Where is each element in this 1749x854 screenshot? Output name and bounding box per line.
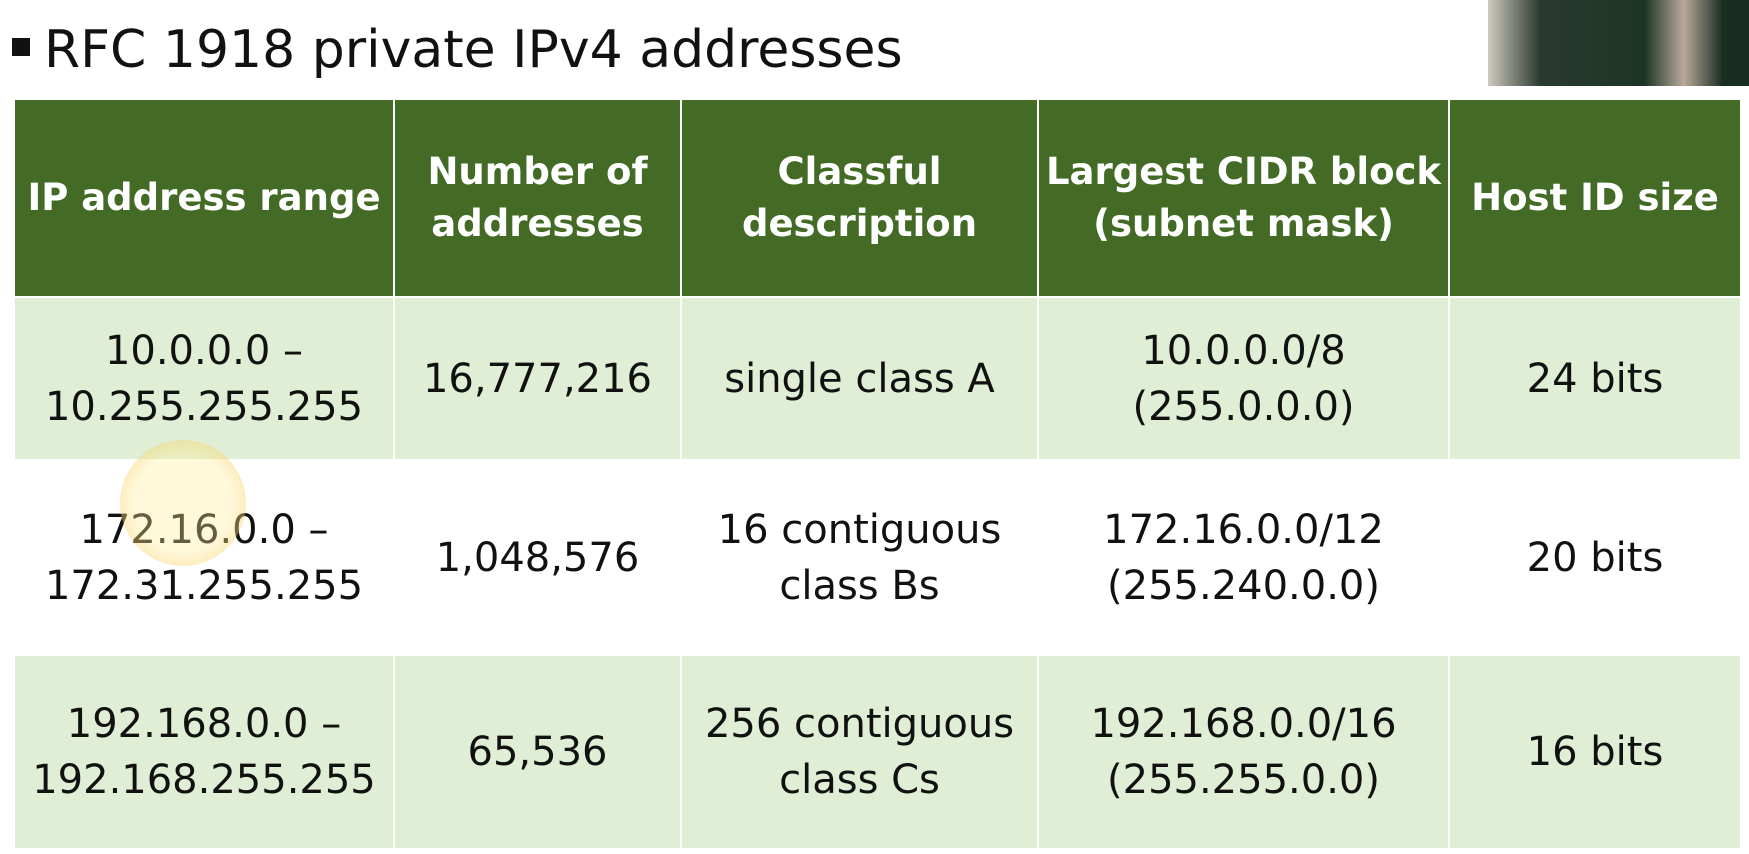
table-cell: 192.168.0.0/16 (255.255.0.0)	[1037, 654, 1450, 850]
cell-line: Classful	[777, 150, 942, 194]
cell-line: 16,777,216	[422, 355, 653, 402]
cell-line: 1,048,576	[435, 534, 640, 581]
table-cell: 16 bits	[1448, 654, 1742, 850]
table-cell: single class A	[680, 296, 1039, 461]
table-cell: 172.16.0.0/12 (255.240.0.0)	[1037, 459, 1450, 656]
cell-line: 10.0.0.0/8	[1141, 327, 1346, 374]
table-cell: 256 contiguous class Cs	[680, 654, 1039, 850]
cell-line: 10.0.0.0 –	[104, 327, 304, 374]
title-text: RFC 1918 private IPv4 addresses	[44, 20, 903, 80]
cell-line: description	[741, 202, 978, 245]
bullet	[12, 38, 30, 56]
cell-line: 16 contiguous	[717, 506, 1002, 553]
cell-line: 16 bits	[1526, 729, 1664, 775]
table-row: IP address range Number of addresses Classf…	[13, 98, 1742, 298]
table-cell: 10.0.0.0/8 (255.0.0.0)	[1037, 296, 1450, 461]
table-cell: 16 contiguous class Bs	[680, 459, 1039, 656]
cell-line: 24 bits	[1526, 355, 1664, 402]
table-cell: 24 bits	[1448, 296, 1742, 461]
cell-line: 256 contiguous	[704, 701, 1015, 747]
cell-line: Host ID size	[1471, 176, 1719, 220]
header-cell: Largest CIDR block (subnet mask)	[1037, 98, 1450, 298]
header-cell: Classful description	[680, 98, 1039, 298]
slide-title: RFC 1918 private IPv4 addresses	[12, 18, 903, 82]
cell-line: (255.0.0.0)	[1132, 383, 1355, 430]
table-cell: 10.0.0.0 – 10.255.255.255	[13, 296, 395, 461]
webcam-overlay	[1488, 0, 1749, 86]
address-table: IP address range Number of addresses Classf…	[13, 98, 1742, 850]
cell-line: (255.255.0.0)	[1107, 757, 1380, 803]
header-cell: Number of addresses	[393, 98, 682, 298]
cell-line: IP address range	[27, 176, 381, 220]
cell-line: 192.168.255.255	[32, 757, 376, 803]
cursor-highlight	[120, 440, 246, 566]
table-row: 10.0.0.0 – 10.255.255.255 16,777,216 single…	[13, 296, 1742, 461]
header-cell: IP address range	[13, 98, 395, 298]
cell-line: (subnet mask)	[1093, 202, 1394, 245]
table-row: 192.168.0.0 – 192.168.255.255 65,536 256 co…	[13, 654, 1742, 850]
cell-line: single class A	[724, 355, 995, 402]
cell-line: 192.168.0.0/16	[1090, 701, 1397, 747]
cell-line: addresses	[431, 202, 644, 245]
cell-line: 192.168.0.0 –	[66, 701, 342, 747]
cell-line: Largest CIDR block	[1045, 150, 1442, 194]
cell-line: 172.31.255.255	[44, 562, 364, 609]
header-cell: Host ID size	[1448, 98, 1742, 298]
cell-line: Number of	[427, 150, 648, 194]
cell-line: 172.16.0.0/12	[1103, 506, 1384, 553]
cell-line: class Cs	[779, 757, 940, 803]
table-cell: 20 bits	[1448, 459, 1742, 656]
cell-line: class Bs	[779, 562, 940, 609]
cell-line: 20 bits	[1526, 534, 1664, 581]
table-cell: 16,777,216	[393, 296, 682, 461]
table-cell: 65,536	[393, 654, 682, 850]
cell-line: 65,536	[467, 729, 608, 775]
table-cell: 1,048,576	[393, 459, 682, 656]
table-cell: 192.168.0.0 – 192.168.255.255	[13, 654, 395, 850]
cell-line: (255.240.0.0)	[1107, 562, 1380, 609]
cell-line: 10.255.255.255	[44, 383, 364, 430]
